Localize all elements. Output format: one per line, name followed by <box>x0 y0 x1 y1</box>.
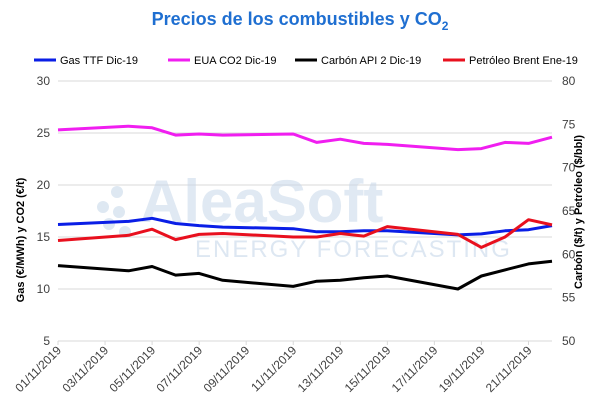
watermark: AleaSoft ENERGY FORECASTING <box>97 168 512 263</box>
y-right-tick-label: 60 <box>562 247 576 261</box>
y-left-tick-label: 25 <box>37 126 51 140</box>
legend-entry: Gas TTF Dic-19 <box>60 55 138 67</box>
y-axis-right-title: Carbón ($/t) y Petróleo ($/bbl) <box>573 135 585 289</box>
x-tick-label: 05/11/2019 <box>106 343 158 395</box>
legend-entry: Carbón API 2 Dic-19 <box>321 55 421 67</box>
y-axis-left: 5 10 15 20 25 30 <box>37 74 51 348</box>
watermark-dot-icon <box>97 201 109 213</box>
watermark-dot-icon <box>113 206 125 218</box>
series-line-carb-n-api-2-dic-19 <box>57 259 553 291</box>
y-left-tick-label: 15 <box>37 230 51 244</box>
legend: Gas TTF Dic-19 EUA CO2 Dic-19 Carbón API 2… <box>34 55 578 67</box>
x-tick-label: 11/11/2019 <box>248 343 299 394</box>
series-lines <box>57 124 553 291</box>
x-tick-label: 17/11/2019 <box>389 343 441 395</box>
chart-title: Precios de los combustibles y CO2 <box>152 9 449 33</box>
chart-title-subscript: 2 <box>442 19 449 33</box>
y-axis-left-title: Gas (€/MWh) y CO2 (€/t) <box>15 177 27 302</box>
x-tick-label: 19/11/2019 <box>436 343 488 395</box>
x-tick-label: 03/11/2019 <box>59 343 111 395</box>
y-axis-right: 50 55 60 65 70 75 80 <box>562 74 576 348</box>
y-left-tick-label: 30 <box>37 74 51 88</box>
y-right-tick-label: 75 <box>562 117 576 131</box>
series-line-petr-leo-brent-ene-19 <box>57 218 553 249</box>
x-tick-label: 13/11/2019 <box>295 343 347 395</box>
watermark-dot-icon <box>111 186 123 198</box>
y-right-tick-label: 65 <box>562 204 576 218</box>
y-left-tick-label: 10 <box>37 282 51 296</box>
series-line-eua-co2-dic-19 <box>57 124 553 152</box>
y-left-tick-label: 5 <box>43 334 50 348</box>
x-tick-label: 09/11/2019 <box>201 343 253 395</box>
legend-entry: Petróleo Brent Ene-19 <box>469 55 578 67</box>
x-tick-label: 15/11/2019 <box>342 343 394 395</box>
y-left-tick-label: 20 <box>37 178 51 192</box>
x-tick-label: 01/11/2019 <box>12 343 64 395</box>
chart-title-main: Precios de los combustibles y CO <box>152 9 442 29</box>
watermark-dot-icon <box>103 218 115 230</box>
x-tick-label: 21/11/2019 <box>483 343 535 395</box>
x-axis: 01/11/201903/11/201905/11/201907/11/2019… <box>12 341 535 395</box>
series-line-gas-ttf-dic-19 <box>57 216 553 237</box>
y-right-tick-label: 55 <box>562 291 576 305</box>
x-tick-label: 07/11/2019 <box>154 343 206 395</box>
y-right-tick-label: 70 <box>562 161 576 175</box>
y-right-tick-label: 80 <box>562 74 576 88</box>
y-right-tick-label: 50 <box>562 334 576 348</box>
watermark-tagline: ENERGY FORECASTING <box>195 236 512 263</box>
legend-entry: EUA CO2 Dic-19 <box>194 55 277 67</box>
